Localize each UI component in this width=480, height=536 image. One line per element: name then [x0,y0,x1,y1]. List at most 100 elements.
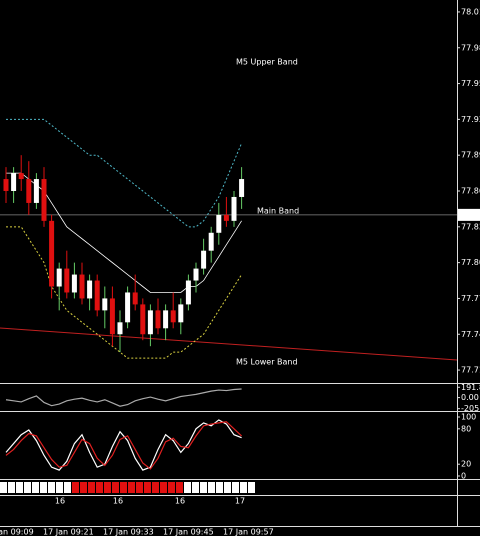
candle-body [3,179,9,191]
indicator-line [6,118,243,228]
band-label: M5 Lower Band [236,358,298,367]
strip-cell [24,482,31,493]
strip-cell [200,482,207,493]
candle-body [239,179,245,197]
candle-body [178,304,184,323]
current-price-label: 77.84 [460,210,480,219]
candle-body [87,280,93,299]
strip-label: 16 [113,497,123,506]
candle-body [170,310,176,323]
strip-cell [64,482,71,493]
candle-body [102,298,108,311]
candle-body [208,232,214,251]
strip-cell [40,482,47,493]
indicator-line [5,421,243,470]
candle-body [79,274,85,299]
candle-body [185,280,191,305]
strip-cell [168,482,175,493]
candle-body [41,179,47,221]
y-tick-label: 191.8 [461,383,480,392]
candle-body [64,268,70,293]
strip-cell [248,482,255,493]
candle-body [117,322,123,335]
y-tick-label: 78.01 [461,7,480,16]
y-tick-label: 0 [461,472,466,481]
candle-body [33,179,39,203]
strip-cell [216,482,223,493]
candle-body [201,250,207,269]
y-tick-label: 80 [461,424,471,433]
candle-body [140,304,146,335]
candle-body [147,310,153,335]
strip-label: 16 [175,497,185,506]
candle-body [163,310,169,329]
candle-body [18,173,24,180]
strip-cell [184,482,191,493]
candle-body [71,274,77,293]
y-tick-label: 77.83 [461,222,480,231]
strip-cell [72,482,79,493]
strip-cell [144,482,151,493]
y-tick-label: 77.80 [461,258,480,267]
candle-body [49,220,55,287]
indicator-line [5,388,242,407]
candle-body [109,298,115,335]
x-tick-label: 17 Jan 09:33 [103,528,154,536]
trendline [0,327,458,361]
y-tick-label: 100 [461,413,476,422]
y-tick-label: 77.71 [461,366,480,375]
strip-cell [152,482,159,493]
candle-body [132,292,138,305]
strip-cell [0,482,7,493]
candle-body [56,268,62,287]
strip-cell [80,482,87,493]
strip-cell [208,482,215,493]
strip-cell [48,482,55,493]
strip-label: 16 [55,497,65,506]
y-tick-label: 77.95 [461,79,480,88]
strip-cell [120,482,127,493]
strip-cell [96,482,103,493]
strip-cell [8,482,15,493]
strip-cell [176,482,183,493]
strip-cell [112,482,119,493]
candle-body [231,196,237,221]
strip-cell [56,482,63,493]
x-tick-label: 17 Jan 09:45 [163,528,214,536]
indicator-line [5,419,242,471]
strip-cell [104,482,111,493]
y-tick-label: 77.74 [461,330,480,339]
band-label: M5 Upper Band [236,58,298,67]
x-tick-label: 17 Jan 09:09 [0,528,34,536]
strip-cell [240,482,247,493]
current-price-box [458,208,480,221]
strip-cell [88,482,95,493]
candle-body [11,173,17,191]
candle-body [26,179,32,203]
y-tick-label: 77.92 [461,115,480,124]
strip-cell [192,482,199,493]
candle-body [216,214,222,233]
band-label: Main Band [257,207,299,216]
y-tick-label: 77.98 [461,43,480,52]
candle-body [155,310,161,329]
y-tick-label: 0.00 [461,393,479,402]
strip-cell [16,482,23,493]
candle-body [125,292,131,323]
x-tick-label: 17 Jan 09:57 [223,528,274,536]
candle-body [193,268,199,281]
y-tick-label: 77.86 [461,187,480,196]
indicator-line [6,226,243,359]
strip-cell [128,482,135,493]
y-tick-label: 77.77 [461,294,480,303]
strip-cell [224,482,231,493]
strip-cell [32,482,39,493]
y-tick-label: -205.4 [461,404,480,413]
strip-cell [160,482,167,493]
strip-cell [232,482,239,493]
strip-cell [136,482,143,493]
x-tick-label: 17 Jan 09:21 [43,528,94,536]
y-tick-label: 77.89 [461,151,480,160]
